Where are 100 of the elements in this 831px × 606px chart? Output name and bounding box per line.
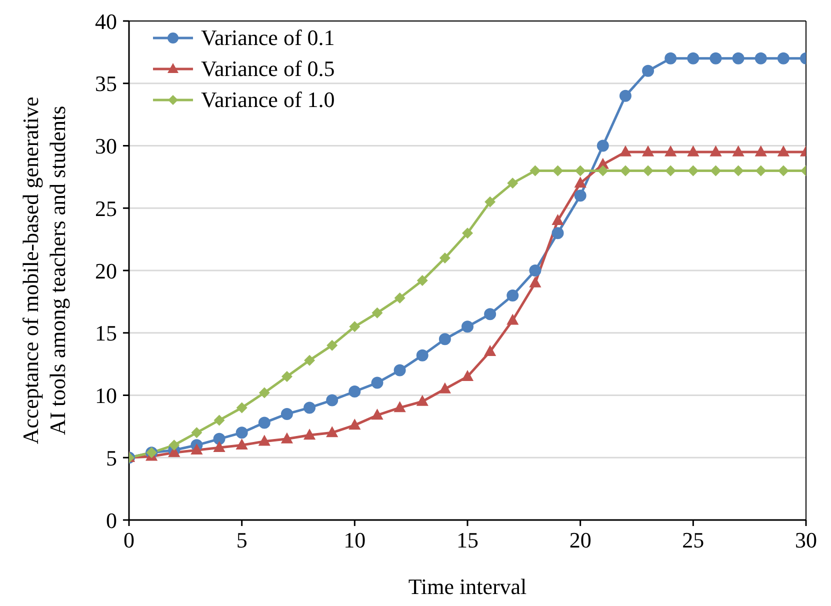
point	[619, 90, 632, 102]
point	[484, 344, 496, 356]
point	[710, 165, 722, 176]
point	[438, 382, 451, 394]
point	[416, 274, 428, 286]
y-tick-label: 10	[95, 383, 117, 408]
legend-label: Variance of 0.5	[201, 55, 335, 83]
point	[754, 52, 767, 64]
point	[777, 145, 790, 156]
point	[191, 427, 202, 438]
point	[732, 52, 744, 64]
point	[755, 165, 766, 176]
point	[507, 178, 518, 189]
y-tick-label: 5	[106, 445, 117, 470]
point	[394, 364, 406, 376]
x-tick-label: 25	[682, 528, 704, 553]
y-tick-label: 40	[95, 8, 117, 34]
point	[665, 165, 676, 176]
point	[710, 145, 722, 156]
legend-label: Variance of 1.0	[201, 86, 335, 114]
point	[664, 145, 677, 156]
point	[348, 418, 361, 430]
point	[394, 292, 406, 304]
y-tick-label: 30	[95, 134, 117, 159]
point	[190, 444, 203, 455]
point	[416, 349, 428, 362]
x-tick-label: 30	[795, 528, 817, 553]
point	[529, 276, 542, 288]
point	[280, 432, 294, 444]
point	[326, 394, 338, 406]
point	[304, 354, 316, 366]
point	[732, 165, 744, 176]
point	[596, 140, 609, 152]
point	[530, 165, 541, 176]
point	[394, 401, 406, 412]
point	[642, 64, 654, 77]
point	[597, 165, 608, 176]
point	[619, 145, 632, 156]
point	[438, 333, 451, 346]
point	[236, 438, 248, 450]
point	[506, 314, 519, 325]
point	[372, 307, 383, 318]
point	[280, 408, 293, 420]
point	[687, 145, 700, 156]
point	[574, 165, 586, 176]
point	[777, 52, 790, 64]
point	[326, 426, 338, 438]
point	[213, 432, 226, 445]
point	[326, 340, 338, 351]
y-tick-label: 20	[95, 258, 117, 284]
point	[484, 196, 496, 208]
point	[754, 145, 767, 156]
point	[462, 320, 474, 333]
y-tick-label: 35	[95, 71, 117, 96]
point	[281, 371, 292, 382]
point	[574, 176, 586, 188]
point	[552, 165, 564, 176]
point	[552, 227, 564, 240]
point	[484, 308, 496, 320]
point	[620, 165, 631, 176]
y-tick-label: 0	[106, 508, 117, 533]
legend-label: Variance of 0.1	[201, 24, 335, 52]
x-tick-label: 20	[569, 528, 592, 553]
point	[349, 321, 360, 332]
point	[348, 386, 361, 398]
point	[236, 426, 248, 439]
point	[710, 52, 722, 64]
point	[236, 402, 248, 414]
point	[732, 145, 744, 156]
point	[258, 434, 270, 446]
point	[552, 214, 564, 225]
x-tick-label: 10	[344, 528, 366, 553]
point	[303, 428, 316, 440]
point	[258, 387, 270, 398]
point	[258, 416, 270, 429]
point	[574, 190, 586, 202]
point	[304, 402, 316, 414]
point	[371, 408, 384, 420]
point	[687, 52, 700, 64]
y-axis-title: Acceptance of mobile-based generative AI tools among teachers and students	[18, 96, 70, 444]
point	[688, 165, 699, 176]
point	[168, 440, 180, 451]
x-axis-title: Time interval	[408, 574, 527, 599]
point	[506, 289, 519, 302]
point	[461, 370, 474, 381]
point	[416, 394, 428, 406]
point	[664, 52, 677, 64]
point	[642, 165, 654, 176]
x-tick-label: 0	[124, 528, 134, 553]
x-tick-label: 15	[456, 528, 478, 553]
point	[213, 441, 226, 452]
point	[642, 145, 654, 156]
point	[462, 228, 473, 239]
point	[371, 376, 384, 389]
y-tick-label: 15	[95, 320, 117, 346]
x-tick-label: 5	[236, 528, 248, 553]
point	[529, 264, 542, 276]
point	[439, 252, 450, 264]
y-tick-label: 25	[95, 196, 117, 221]
point	[214, 414, 225, 426]
